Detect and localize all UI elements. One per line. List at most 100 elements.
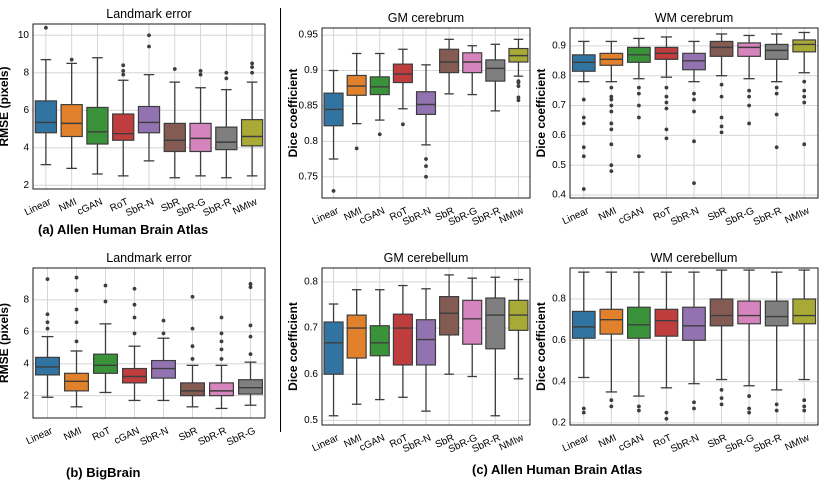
outlier-point bbox=[802, 142, 807, 147]
box-iqr bbox=[792, 39, 817, 53]
box-iqr bbox=[682, 52, 706, 71]
outlier-point bbox=[802, 408, 807, 413]
outlier-point bbox=[664, 106, 669, 111]
box-linear bbox=[571, 271, 596, 415]
outlier-point bbox=[161, 331, 166, 336]
outlier-point bbox=[692, 181, 696, 185]
box-nmi bbox=[64, 275, 89, 408]
outlier-point bbox=[609, 404, 614, 409]
x-tick-label: SbR-R bbox=[197, 426, 229, 449]
box-iqr bbox=[764, 43, 789, 60]
outlier-point bbox=[609, 109, 614, 114]
outlier-point bbox=[664, 85, 669, 90]
outlier-point bbox=[45, 312, 50, 317]
x-tick-label: SbR-R bbox=[201, 197, 233, 220]
y-tick-label: 0.8 bbox=[552, 294, 566, 305]
x-tick-label: SbR-N bbox=[669, 433, 701, 456]
chart-c3: 0.5 0.6 0.7 0.8 GM cerebellum Dice coefficien… bbox=[286, 251, 531, 455]
y-tick-label: 0.9 bbox=[552, 41, 566, 52]
outlier-point bbox=[331, 189, 336, 193]
caption-b: (b) BigBrain bbox=[66, 465, 141, 480]
box-iqr bbox=[462, 52, 483, 74]
chart-title: Landmark error bbox=[106, 7, 191, 21]
outlier-point bbox=[132, 331, 137, 336]
box-iqr bbox=[93, 353, 118, 374]
outlier-point bbox=[802, 94, 807, 99]
box-iqr bbox=[485, 59, 506, 82]
y-tick-label: 0.5 bbox=[552, 160, 566, 171]
outlier-point bbox=[248, 285, 253, 290]
outlier-point bbox=[581, 121, 586, 126]
outlier-point bbox=[719, 387, 724, 392]
box-iqr bbox=[35, 356, 60, 376]
outlier-point bbox=[132, 302, 137, 307]
box-iqr bbox=[163, 122, 186, 153]
outlier-point bbox=[190, 344, 195, 349]
outlier-point bbox=[719, 402, 724, 407]
outlier-point bbox=[636, 91, 641, 96]
box-iqr bbox=[215, 126, 238, 151]
box-iqr bbox=[485, 297, 506, 350]
chart-b: 2 4 6 8 Landmark error RMSE (pixels) Linear NMI… bbox=[0, 251, 266, 449]
box-cgan bbox=[122, 286, 147, 402]
outlier-point bbox=[248, 323, 253, 328]
outlier-point bbox=[400, 122, 405, 127]
y-tick-label: 0.85 bbox=[299, 101, 319, 112]
y-axis-label: RMSE (pixels) bbox=[0, 303, 11, 383]
y-tick-label: 0.4 bbox=[552, 190, 566, 201]
outlier-point bbox=[248, 334, 253, 339]
x-tick-label: SbR-N bbox=[124, 197, 156, 220]
outlier-point bbox=[219, 357, 224, 361]
outlier-point bbox=[636, 154, 641, 159]
x-tick-label: Linear bbox=[23, 196, 53, 218]
outlier-point bbox=[747, 103, 752, 108]
box-iqr bbox=[122, 367, 147, 384]
outlier-point bbox=[802, 79, 807, 84]
box-rot bbox=[392, 48, 413, 127]
outlier-point bbox=[747, 410, 752, 415]
y-tick-label: 0.9 bbox=[304, 65, 318, 76]
x-tick-label: NMIw bbox=[231, 196, 260, 217]
box-cgan bbox=[369, 52, 390, 137]
box-nmiw bbox=[508, 278, 529, 380]
outlier-point bbox=[132, 315, 137, 320]
outlier-point bbox=[581, 154, 586, 159]
box-sbr-g bbox=[737, 269, 762, 415]
x-tick-label: SbR-G bbox=[724, 205, 757, 228]
box-sbr-g bbox=[462, 45, 483, 96]
outlier-point bbox=[43, 25, 48, 30]
box-iqr bbox=[137, 105, 161, 134]
box-iqr bbox=[189, 122, 212, 153]
box-rot bbox=[112, 63, 135, 177]
outlier-point bbox=[224, 70, 229, 75]
chart-title: GM cerebellum bbox=[384, 251, 469, 265]
y-tick-label: 0.75 bbox=[299, 171, 319, 182]
box-linear bbox=[323, 69, 344, 193]
box-linear bbox=[34, 25, 58, 166]
box-nmi bbox=[346, 289, 367, 405]
outlier-point bbox=[74, 288, 79, 293]
outlier-point bbox=[248, 352, 253, 357]
box-iqr bbox=[415, 319, 437, 366]
x-tick-label: cGAN bbox=[113, 426, 142, 447]
outlier-point bbox=[747, 121, 752, 126]
outlier-point bbox=[219, 331, 224, 336]
y-tick-label: 2 bbox=[23, 180, 29, 191]
outlier-point bbox=[121, 72, 126, 77]
chart-c1: 0.75 0.8 0.85 0.9 0.95 GM cerebrum Dice coeffi… bbox=[286, 11, 531, 228]
panel-divider bbox=[280, 8, 281, 432]
outlier-point bbox=[664, 94, 669, 99]
outlier-point bbox=[719, 82, 724, 87]
x-tick-label: SbR-N bbox=[139, 426, 171, 449]
outlier-point bbox=[802, 100, 807, 105]
box-iqr bbox=[792, 298, 817, 325]
chart-c2: 0.4 0.5 0.6 0.7 0.8 0.9 WM cerebrum Dice coeffi… bbox=[534, 11, 819, 228]
plot-frame bbox=[569, 27, 819, 199]
outlier-point bbox=[74, 275, 79, 280]
outlier-point bbox=[190, 294, 195, 299]
x-tick-label: NMI bbox=[597, 206, 618, 224]
outlier-point bbox=[609, 142, 614, 147]
outlier-point bbox=[581, 410, 586, 415]
outlier-point bbox=[172, 67, 177, 71]
box-rot bbox=[654, 271, 679, 421]
